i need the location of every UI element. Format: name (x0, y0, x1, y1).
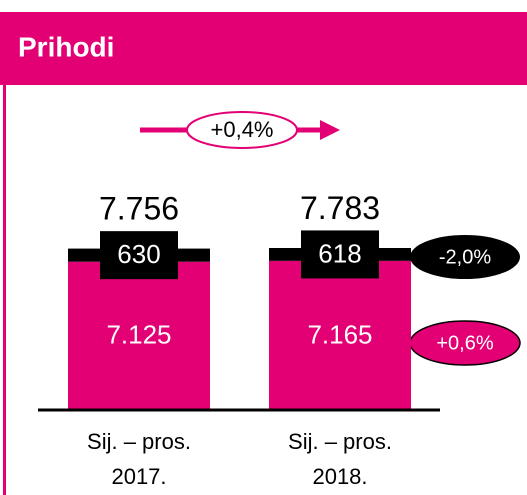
change-bubble (186, 111, 298, 149)
bar-segment (68, 261, 210, 410)
total-label: 7.756 (99, 191, 179, 227)
arrow-head (320, 120, 340, 140)
header-band (0, 12, 527, 85)
x-tick-label: 2018. (312, 464, 367, 489)
x-tick-label: Sij. – pros. (288, 429, 392, 454)
bottom-change: +0,6% (436, 332, 493, 354)
segment-label-box (100, 231, 178, 280)
segment-label: 618 (318, 238, 361, 268)
segment-label: 630 (117, 239, 160, 269)
bar-segment (269, 260, 411, 410)
chart-title: Prihodi (18, 31, 114, 62)
total-label: 7.783 (300, 190, 380, 226)
x-tick-label: 2017. (111, 464, 166, 489)
segment-label: 7.125 (106, 320, 171, 350)
segment-label-box (301, 230, 379, 279)
segment-label: 7.165 (307, 319, 372, 349)
top-change: -2,0% (439, 246, 491, 268)
x-tick-label: Sij. – pros. (87, 429, 191, 454)
change-bubble (410, 235, 520, 279)
total-change: +0,4% (211, 117, 274, 142)
left-border (3, 85, 6, 495)
